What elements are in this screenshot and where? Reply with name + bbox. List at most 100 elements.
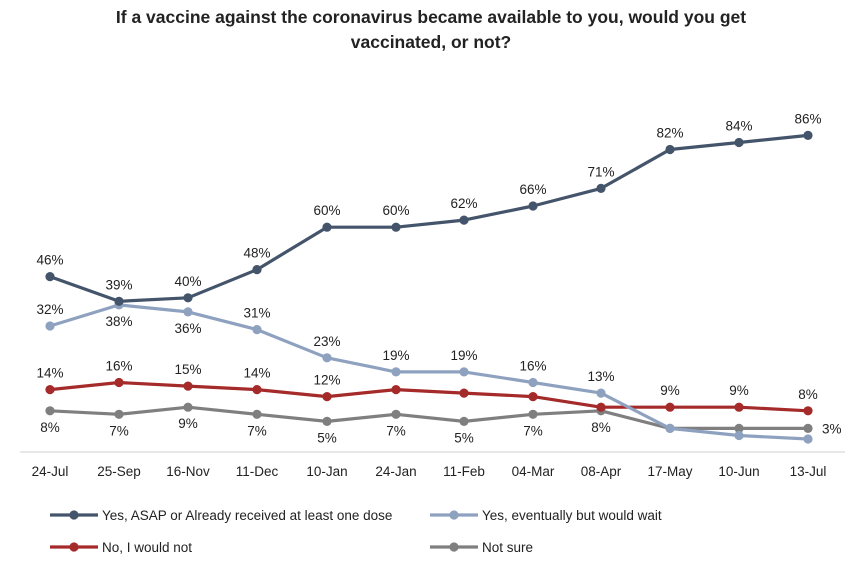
series-line — [48, 133, 810, 303]
legend-label: No, I would not — [102, 540, 192, 555]
data-point — [596, 388, 606, 398]
data-label: 8% — [40, 420, 60, 435]
data-point — [803, 406, 813, 416]
data-point — [45, 406, 55, 416]
data-label: 39% — [105, 277, 132, 292]
data-point — [252, 385, 262, 395]
data-label: 15% — [174, 362, 201, 377]
data-label: 71% — [587, 164, 614, 179]
legend-label: Not sure — [482, 540, 533, 555]
data-point — [252, 265, 262, 275]
data-point — [45, 321, 55, 331]
x-tick-label: 24-Jan — [375, 464, 416, 479]
chart-title: If a vaccine against the coronavirus bec… — [116, 7, 746, 52]
legend-marker — [449, 510, 459, 520]
data-point — [114, 377, 124, 388]
data-label: 66% — [519, 182, 546, 197]
series-line — [48, 303, 810, 441]
data-point — [734, 402, 744, 412]
data-label: 9% — [178, 416, 198, 431]
data-point — [803, 423, 813, 433]
chart-title-line-1: If a vaccine against the coronavirus bec… — [116, 7, 746, 27]
legend-label: Yes, ASAP or Already received at least o… — [102, 508, 392, 523]
data-point — [665, 402, 675, 412]
x-tick-label: 17-May — [647, 464, 692, 479]
x-tick-label: 24-Jul — [32, 464, 69, 479]
data-label: 48% — [243, 246, 270, 261]
legend-marker — [69, 510, 79, 520]
data-point — [45, 272, 55, 282]
data-label: 13% — [587, 369, 614, 384]
data-point — [183, 402, 193, 412]
data-label: 7% — [109, 423, 129, 438]
data-point — [596, 183, 606, 193]
x-tick-label: 10-Jan — [306, 464, 347, 479]
x-tick-label: 10-Jun — [718, 464, 759, 479]
data-labels-layer: 46% 39% 40% 48% 60% 60% 62% 66% 71% 82% 84% 86% 32% 3… — [36, 111, 841, 445]
data-point — [183, 381, 193, 391]
data-label: 19% — [382, 348, 409, 363]
data-label: 46% — [36, 253, 63, 268]
data-point — [803, 434, 813, 444]
legend: Yes, ASAP or Already received at least o… — [50, 508, 662, 555]
data-point — [734, 423, 744, 433]
data-point — [114, 409, 124, 419]
data-label: 36% — [174, 321, 201, 336]
data-label: 7% — [386, 423, 406, 438]
data-label: 32% — [36, 302, 63, 317]
x-tick-label: 11-Feb — [443, 464, 485, 479]
data-label: 14% — [36, 366, 63, 381]
data-label: 7% — [523, 423, 543, 438]
data-label: 7% — [247, 423, 267, 438]
data-point — [665, 144, 675, 155]
x-tick-label: 08-Apr — [581, 464, 622, 479]
data-label: 38% — [105, 314, 132, 329]
series-line — [48, 405, 810, 430]
data-point — [252, 409, 262, 419]
data-label: 16% — [105, 359, 132, 374]
legend-marker — [69, 542, 79, 552]
data-point — [322, 416, 332, 426]
data-label: 40% — [174, 274, 201, 289]
data-point — [459, 215, 469, 225]
data-label: 9% — [660, 383, 680, 398]
data-point — [528, 409, 538, 419]
data-point — [45, 385, 55, 395]
data-point — [803, 130, 813, 140]
chart-title-line-2: vaccinated, or not? — [351, 32, 511, 52]
data-point — [734, 137, 744, 148]
data-label: 86% — [794, 111, 821, 126]
data-label: 8% — [798, 387, 818, 402]
data-point — [596, 402, 606, 412]
series-layer — [45, 130, 813, 444]
data-point — [734, 430, 744, 441]
data-point — [114, 296, 124, 306]
data-point — [528, 392, 538, 402]
data-point — [391, 409, 401, 419]
x-axis-tick-labels: 24-Jul 25-Sep 16-Nov 11-Dec 10-Jan 24-Jan 11-F… — [32, 464, 827, 479]
legend-marker — [449, 542, 459, 552]
data-point — [391, 385, 401, 395]
data-label: 31% — [243, 306, 270, 321]
data-point — [459, 367, 469, 377]
data-point — [528, 377, 538, 388]
x-tick-label: 04-Mar — [512, 464, 555, 479]
data-point — [183, 293, 193, 303]
series-line — [48, 380, 810, 413]
data-point — [459, 416, 469, 426]
data-point — [459, 388, 469, 398]
data-label: 23% — [313, 334, 340, 349]
data-label: 60% — [313, 203, 340, 218]
legend-label: Yes, eventually but would wait — [482, 508, 662, 523]
data-point — [528, 201, 538, 211]
x-tick-label: 16-Nov — [166, 464, 210, 479]
data-label: 5% — [454, 430, 474, 445]
data-point — [322, 353, 332, 363]
data-point — [322, 222, 332, 232]
x-tick-label: 13-Jul — [790, 464, 827, 479]
data-point — [252, 325, 262, 335]
data-point — [322, 392, 332, 402]
data-label: 12% — [313, 373, 340, 388]
data-label: 8% — [591, 420, 611, 435]
